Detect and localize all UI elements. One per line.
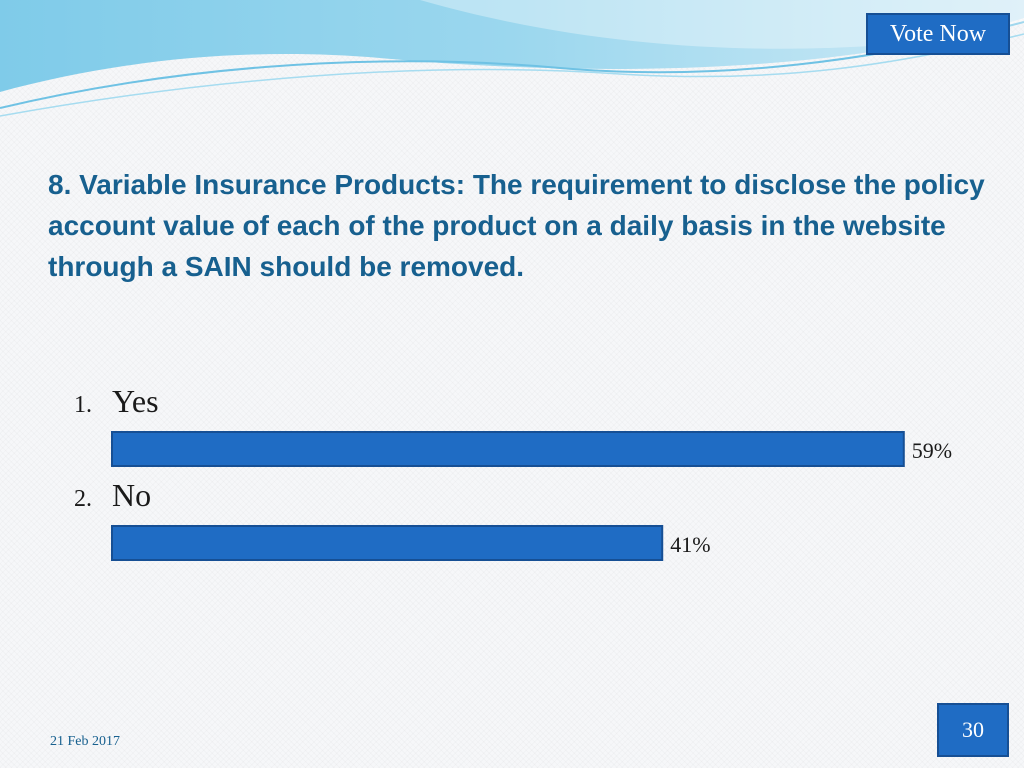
vote-now-button[interactable]: Vote Now (866, 13, 1010, 55)
footer-date: 21 Feb 2017 (50, 734, 120, 749)
option-number: 1. (74, 392, 92, 418)
bar-no (111, 525, 664, 561)
percent-label: 41% (670, 532, 710, 557)
percent-label: 59% (912, 438, 952, 463)
page-number: 30 (937, 703, 1009, 757)
question-title: 8. Variable Insurance Products: The requ… (48, 169, 985, 282)
option-number: 2. (74, 486, 92, 512)
option-label: Yes (112, 383, 159, 419)
option-label: No (112, 477, 151, 513)
bar-yes (111, 431, 905, 467)
